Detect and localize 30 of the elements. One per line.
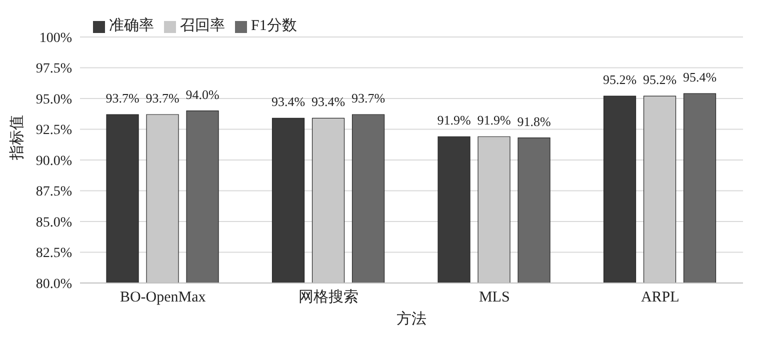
data-label: 91.9%: [477, 112, 511, 128]
x-tick-label: ARPL: [640, 290, 680, 306]
data-label: 93.7%: [351, 90, 386, 106]
legend-label: 准确率: [109, 18, 154, 34]
data-label: 93.4%: [311, 94, 346, 110]
data-label: 93.7%: [146, 90, 180, 106]
x-tick-label: MLS: [478, 290, 510, 306]
data-label: 95.2%: [602, 72, 637, 88]
x-tick-label: 网格搜索: [298, 288, 359, 306]
y-tick-label: 92.5%: [36, 123, 72, 138]
y-axis-title: 指标值: [8, 115, 26, 161]
data-label: 91.8%: [517, 114, 551, 129]
data-label: 91.9%: [437, 112, 471, 128]
x-tick-label: BO-OpenMax: [120, 290, 206, 306]
y-tick-label: 87.5%: [36, 184, 72, 200]
y-tick-label: 90.0%: [36, 154, 72, 169]
y-tick-label: 85.0%: [36, 215, 72, 230]
y-tick-label: 80.0%: [36, 276, 72, 292]
data-label: 94.0%: [186, 86, 220, 102]
legend-label: 召回率: [180, 18, 225, 34]
y-tick-label: 82.5%: [36, 246, 72, 262]
data-label: 93.4%: [271, 94, 306, 110]
y-tick-label: 95.0%: [36, 92, 72, 108]
data-label: 95.4%: [682, 70, 717, 85]
data-label: 95.2%: [642, 72, 677, 88]
data-label: 93.7%: [106, 90, 140, 106]
y-tick-label: 97.5%: [36, 62, 72, 77]
legend-label: F1分数: [251, 18, 297, 34]
x-axis-title: 方法: [396, 310, 426, 328]
y-tick-label: 100%: [39, 30, 72, 46]
